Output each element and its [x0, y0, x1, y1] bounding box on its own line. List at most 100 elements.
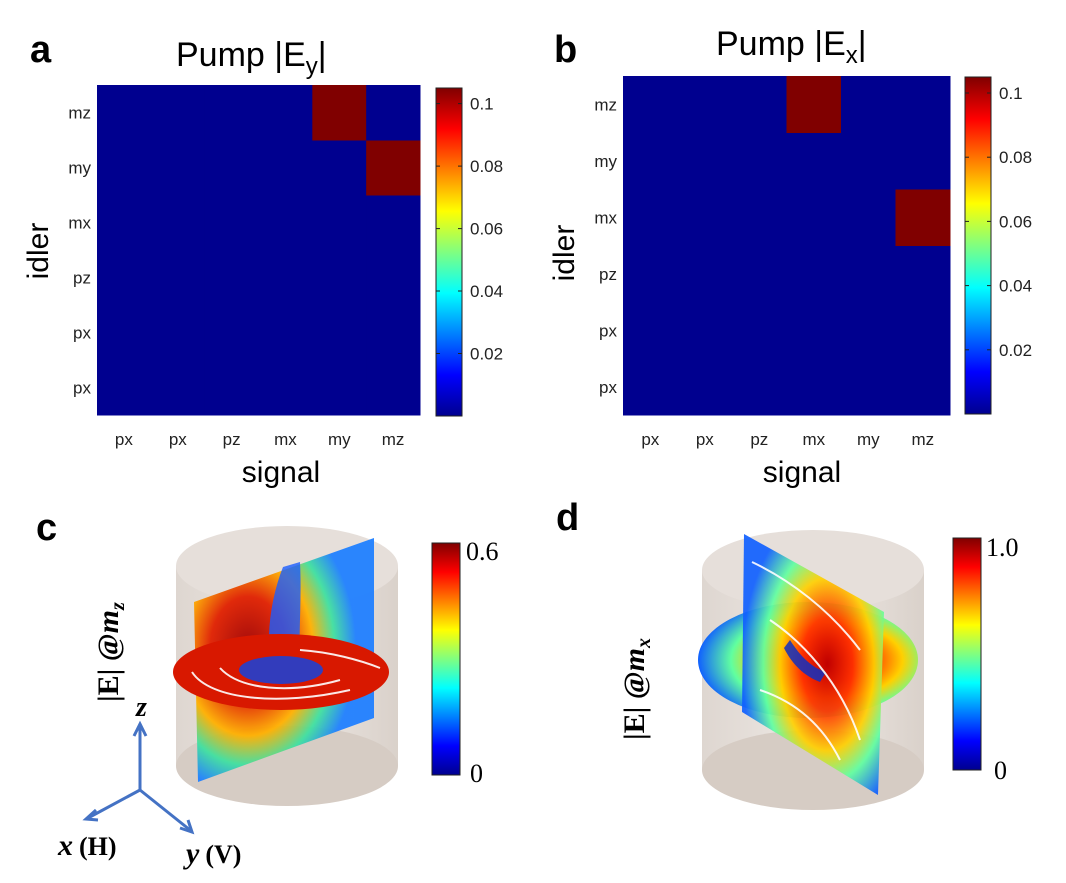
heatmap-cell [366, 360, 421, 416]
heatmap-cell [732, 132, 787, 190]
heatmap-cell [786, 245, 842, 303]
field-plane-d-node [784, 640, 826, 682]
colorbar-tick-label: 0.1 [999, 84, 1023, 103]
y-ticks-b: px px pz mx my mz [594, 95, 617, 396]
heatmap-cell [677, 358, 733, 416]
heatmap-cell [204, 305, 259, 361]
y-axis-arrowhead [179, 819, 195, 835]
colorbar-tick-label: 0.04 [470, 282, 503, 301]
colorbar-c-min: 0 [470, 759, 483, 788]
heatmap-cell [895, 302, 951, 359]
heatmap-cell [841, 132, 896, 190]
arrow-path-d-1 [751, 561, 861, 651]
heatmap-cell [150, 360, 206, 416]
heatmap-cell [312, 195, 367, 251]
y-axis-label-b: idler [548, 225, 581, 282]
panel-b-label: b [554, 29, 577, 71]
heatmap-cell [623, 358, 678, 416]
heatmap-cell [732, 245, 787, 303]
panel-c-side-text: |E| @ [92, 633, 125, 702]
heatmap-cell [150, 305, 206, 361]
heatmap-cell [204, 250, 259, 306]
panel-c: c |E| @mz 0.6 0 z x (H) y (V) [36, 507, 499, 870]
heatmap-cell [366, 305, 421, 361]
x-ticks-a: px px pz mx my mz [115, 430, 405, 449]
colorbar-tick-label: 0.02 [999, 341, 1032, 360]
colorbar-tick-label: 0.02 [470, 345, 503, 364]
heatmap-cell [366, 85, 421, 141]
heatmap-cell [895, 189, 951, 246]
heatmap-cell [841, 358, 896, 416]
panel-a: a Pump |Ey| px px pz mx my mz px px pz mx my mz si… [22, 29, 503, 489]
panel-d-label: d [556, 497, 579, 539]
heatmap-cell [841, 76, 896, 133]
heatmap-cell [732, 358, 787, 416]
y-tick-label: mx [68, 214, 91, 233]
z-axis-arrowhead [132, 720, 148, 737]
heatmap-cell [895, 245, 951, 303]
heatmap-cell [204, 85, 259, 141]
x-axis-line [87, 788, 141, 820]
x-tick-label: px [115, 430, 133, 449]
heatmap-cell [623, 76, 678, 133]
heatmap-cell [366, 140, 421, 196]
heatmap-cell [97, 195, 152, 251]
panel-b: b Pump |Ex| px px pz mx my mz px px pz mx my mz si… [548, 25, 1032, 489]
heatmap-cell [623, 302, 678, 359]
x-ticks-b: px px pz mx my mz [641, 430, 934, 449]
y-tick-label: my [68, 159, 91, 178]
y-axis-line [139, 788, 191, 832]
x-triad-sub: (H) [79, 832, 117, 861]
heatmap-cell [895, 132, 951, 190]
heatmap-cell [732, 76, 787, 133]
heatmap-cell [97, 85, 152, 141]
heatmap-cell [150, 140, 206, 196]
heatmap-cell [97, 305, 152, 361]
panel-d-side-idx: x [633, 638, 655, 649]
heatmap-cell [150, 195, 206, 251]
heatmap-cell [204, 140, 259, 196]
heatmap-cell [623, 132, 678, 190]
heatmap-cell [677, 189, 733, 246]
heatmap-cell [895, 358, 951, 416]
x-tick-label: my [328, 430, 351, 449]
axes-triad [82, 720, 195, 835]
panel-c-side-label: |E| @mz [92, 602, 129, 702]
heatmap-cell [150, 85, 206, 141]
heatmap-cell [786, 302, 842, 359]
arrow-path-c-3 [299, 649, 381, 669]
colorbar-c [431, 542, 461, 776]
x-triad-letter: x [57, 829, 73, 862]
panel-b-title: Pump |Ex| [716, 25, 867, 69]
heatmap-cell [677, 132, 733, 190]
y-ticks-a: px px pz mx my mz [68, 104, 91, 398]
y-tick-label: px [73, 379, 91, 398]
heatmap-cell [786, 358, 842, 416]
arrow-path-d-3 [759, 689, 841, 761]
heatmap-cell [677, 245, 733, 303]
heatmap-cell [97, 140, 152, 196]
y-tick-label: mz [68, 104, 91, 123]
field-disk-c-inner [239, 656, 323, 684]
x-tick-label: px [696, 430, 714, 449]
z-axis-label: z [135, 692, 147, 723]
heatmap-cell [258, 140, 313, 196]
heatmap-cell [204, 195, 259, 251]
heatmap-cell [841, 245, 896, 303]
colorbar-ticks-a: 0.02 0.04 0.06 0.08 0.1 [436, 95, 503, 364]
heatmap-cell [150, 250, 206, 306]
heatmap-cell [312, 305, 367, 361]
colorbar-b [964, 76, 992, 415]
heatmap-cell [258, 360, 313, 416]
panel-d-side-m: m [618, 648, 651, 671]
x-axis-arrowhead [82, 808, 99, 822]
heatmap-cell [312, 85, 367, 141]
x-tick-label: px [641, 430, 659, 449]
arrow-path-c-2 [219, 667, 341, 690]
panel-d-side-label: |E| @mx [618, 638, 655, 740]
y-tick-label: px [599, 321, 617, 340]
heatmap-cell [97, 250, 152, 306]
x-tick-label: mx [802, 430, 825, 449]
panel-b-title-end: | [858, 25, 867, 63]
